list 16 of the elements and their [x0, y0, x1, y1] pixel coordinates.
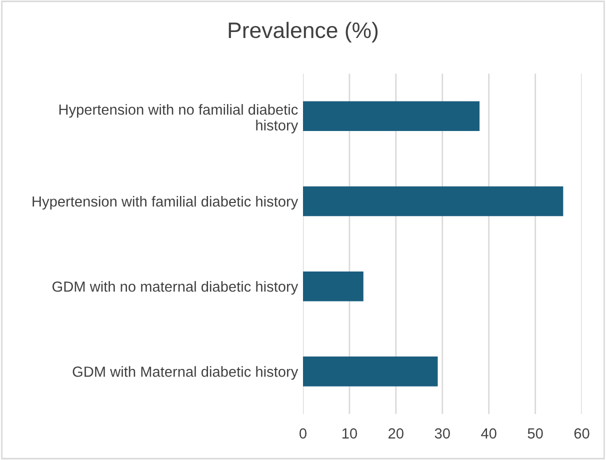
bar: [303, 356, 438, 386]
x-tick-label: 50: [528, 428, 543, 439]
y-tick-label: GDM with Maternal diabetic history: [72, 366, 298, 380]
x-tick-label: 0: [300, 428, 306, 439]
bar: [303, 186, 564, 216]
y-tick-label: Hypertension with familial diabetic history: [32, 196, 298, 210]
y-tick-label: Hypertension with no familial diabetic history: [59, 104, 298, 134]
x-tick-label: 30: [434, 428, 450, 439]
y-tick-label: GDM with no maternal diabetic history: [52, 281, 298, 295]
bar: [303, 101, 480, 132]
x-tick-label: 60: [574, 428, 590, 439]
bar: [303, 271, 364, 302]
x-tick-label: 10: [342, 428, 357, 439]
x-tick-label: 20: [388, 428, 404, 439]
chart-title: Prevalence (%): [228, 22, 378, 43]
x-tick-label: 40: [481, 428, 496, 439]
